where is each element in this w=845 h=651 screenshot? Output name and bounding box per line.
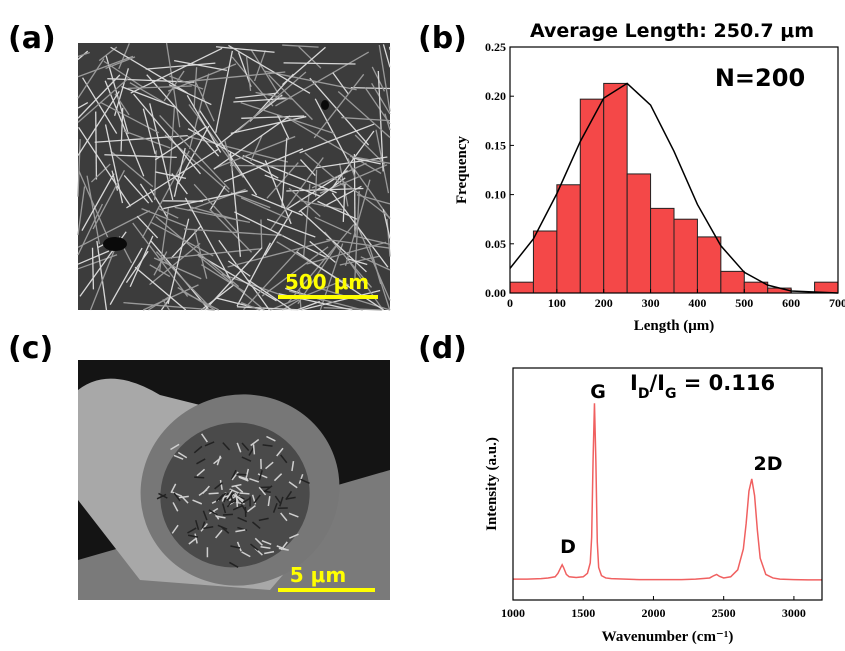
- x-tick-label: 500: [735, 296, 753, 310]
- panel-label: (b): [418, 21, 467, 56]
- chart-title: Average Length: 250.7 μm: [530, 20, 814, 42]
- x-tick-label: 200: [595, 296, 613, 310]
- ratio-part: G: [665, 386, 677, 402]
- bar: [580, 99, 603, 293]
- bar: [815, 282, 838, 293]
- wire: [351, 88, 390, 89]
- y-axis-label: Intensity (a.u.): [484, 437, 500, 531]
- pore: [321, 100, 329, 110]
- x-tick-label: 2000: [641, 606, 665, 620]
- peak-label: D: [560, 536, 576, 558]
- x-tick-label: 2500: [712, 606, 736, 620]
- bar: [651, 208, 674, 293]
- ratio-part: /I: [649, 371, 664, 395]
- flake: [223, 514, 233, 515]
- x-tick-label: 3000: [782, 606, 806, 620]
- panel-label: (d): [418, 331, 467, 366]
- wire: [354, 154, 355, 237]
- y-axis-label: Frequency: [454, 135, 470, 204]
- x-tick-label: 600: [782, 296, 800, 310]
- flake: [236, 474, 246, 475]
- pore: [103, 237, 127, 251]
- ratio-label: ID/IG = 0.116: [630, 371, 775, 402]
- x-axis-label: Wavenumber (cm⁻¹): [602, 629, 734, 645]
- bar: [627, 174, 650, 293]
- x-tick-label: 1500: [571, 606, 595, 620]
- bar: [697, 237, 720, 293]
- flake: [194, 477, 204, 478]
- y-tick-label: 0.25: [485, 40, 506, 54]
- flake: [240, 493, 250, 494]
- wire: [96, 112, 97, 180]
- peak-label: G: [590, 381, 606, 403]
- panel-label: (c): [8, 331, 53, 366]
- panel-label: (a): [8, 21, 56, 56]
- ratio-part: I: [630, 371, 638, 395]
- flake: [254, 444, 255, 454]
- ratio-part: = 0.116: [676, 371, 775, 395]
- y-tick-label: 0.20: [485, 89, 506, 103]
- x-tick-label: 400: [688, 296, 706, 310]
- y-tick-label: 0.15: [485, 138, 506, 152]
- bar: [510, 282, 533, 293]
- x-axis-label: Length (μm): [634, 318, 715, 334]
- x-tick-label: 1000: [501, 606, 525, 620]
- bar: [557, 185, 580, 293]
- bar: [721, 271, 744, 293]
- scale-label: 500 μm: [285, 270, 369, 294]
- annotation: N=200: [715, 64, 805, 92]
- x-tick-label: 100: [548, 296, 566, 310]
- figure: (a) (b) (c) (d) 500 μm 5 μm 0 100 200 300 40…: [0, 0, 845, 651]
- bar: [674, 219, 697, 293]
- y-tick-label: 0.05: [485, 237, 506, 251]
- peak-label: 2D: [754, 453, 783, 475]
- wire: [93, 248, 94, 290]
- bar: [533, 231, 556, 293]
- y-tick-label: 0.00: [485, 286, 506, 300]
- y-tick-label: 0.10: [485, 188, 506, 202]
- scale-label: 5 μm: [290, 563, 346, 587]
- x-tick-label: 0: [507, 296, 513, 310]
- plot-frame: [513, 368, 822, 600]
- bar: [604, 83, 627, 293]
- x-tick-label: 700: [829, 296, 845, 310]
- ratio-part: D: [638, 386, 650, 402]
- x-tick-label: 300: [642, 296, 660, 310]
- flake: [209, 493, 219, 494]
